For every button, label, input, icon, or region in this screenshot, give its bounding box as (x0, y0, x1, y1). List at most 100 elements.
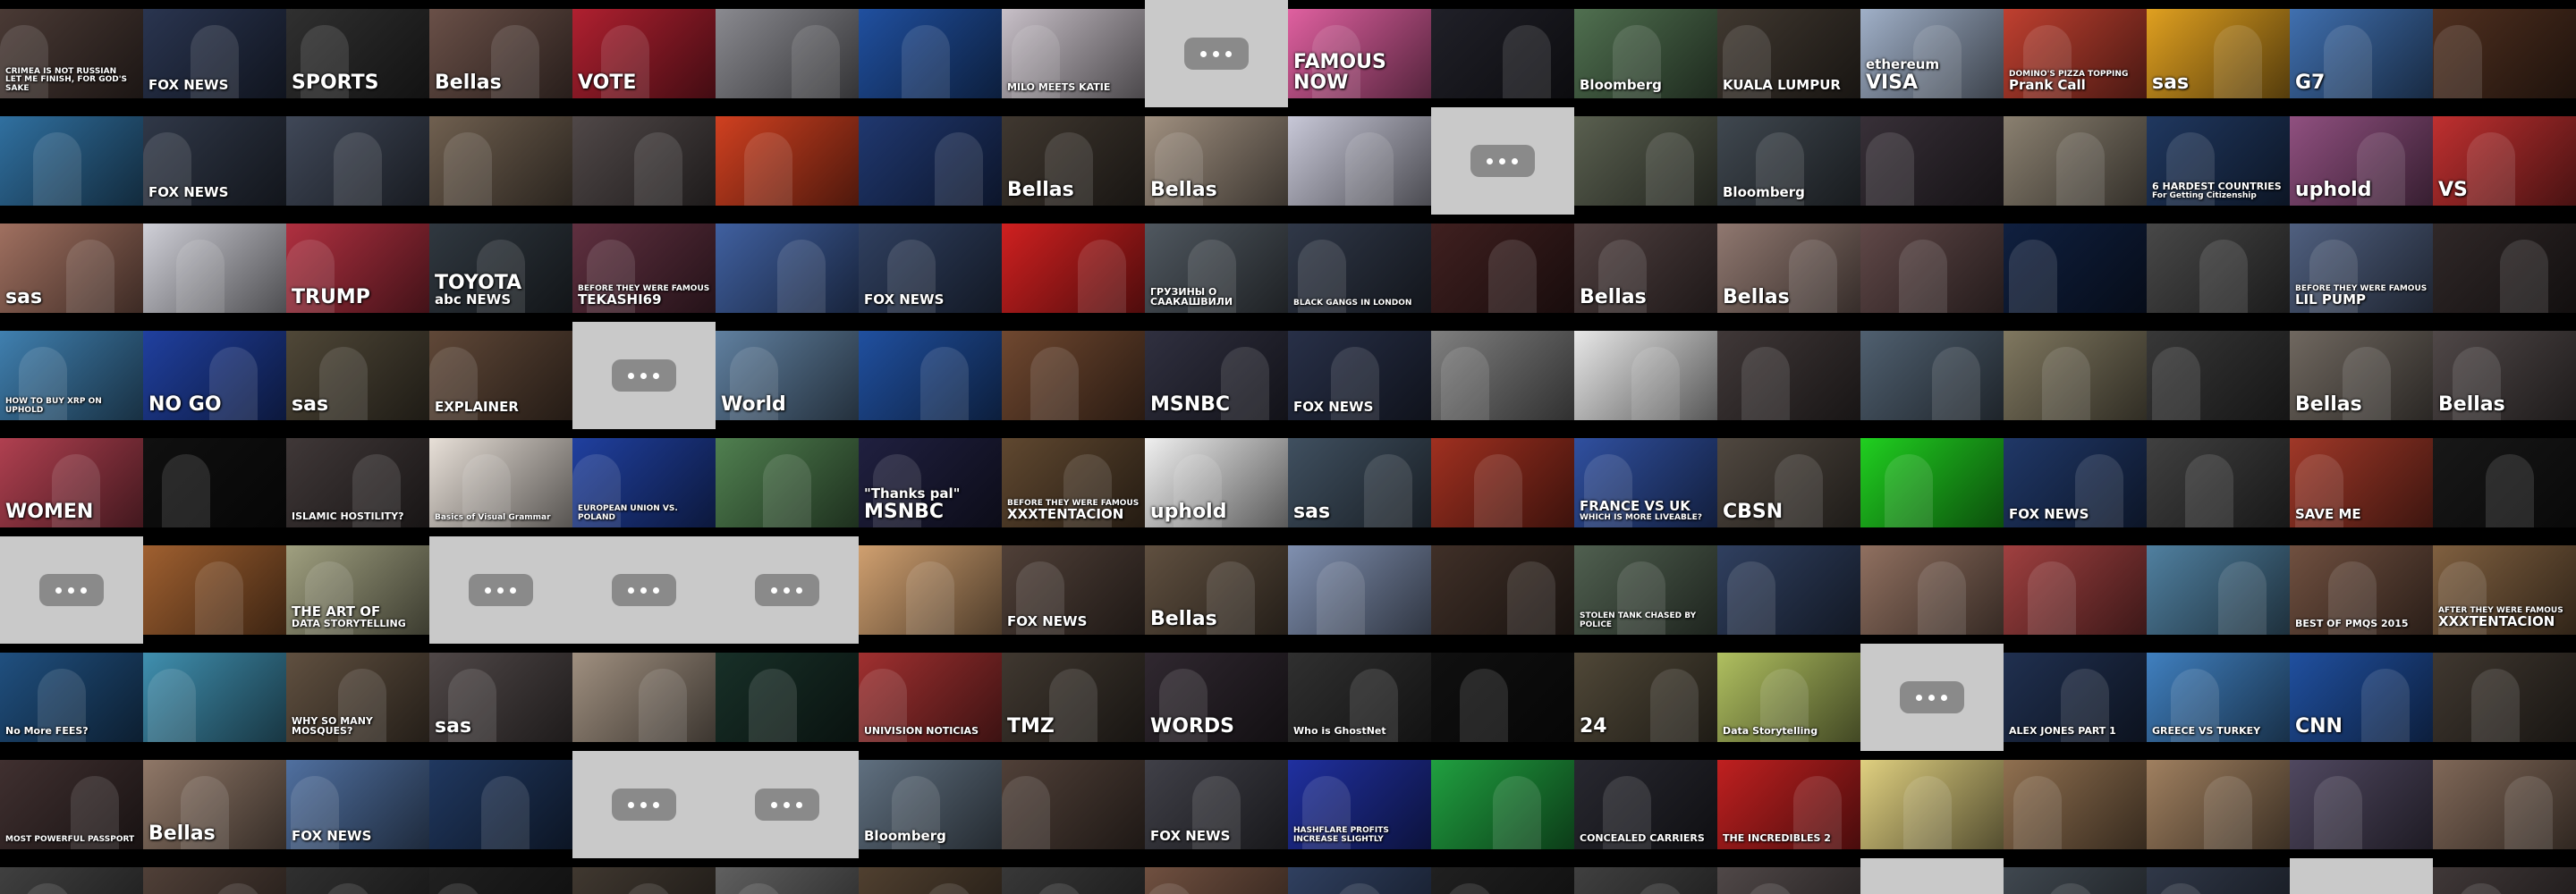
video-thumbnail[interactable]: ISLAMIC HOSTILITY? (286, 438, 429, 527)
video-thumbnail[interactable] (1431, 224, 1574, 313)
video-thumbnail[interactable] (1002, 760, 1145, 849)
video-thumbnail[interactable]: Data Storytelling (1717, 653, 1860, 742)
video-thumbnail[interactable] (1860, 545, 2004, 635)
video-thumbnail[interactable]: GREECE VS TURKEY (2147, 653, 2290, 742)
video-thumbnail[interactable] (1860, 760, 2004, 849)
video-thumbnail[interactable]: CHINA'S GEOGRAPHY (286, 867, 429, 894)
video-thumbnail[interactable]: BEFORE THEY WERE FAMOUS TEKASHI69 (572, 224, 716, 313)
video-thumbnail[interactable]: UNIVISION NOTICIAS (859, 653, 1002, 742)
video-thumbnail[interactable]: TOYOTA abc NEWS (429, 224, 572, 313)
video-thumbnail[interactable] (143, 867, 286, 894)
video-thumbnail[interactable]: FRANCE VS UK WHICH IS MORE LIVEABLE? (1574, 438, 1717, 527)
video-thumbnail[interactable]: FAMOUS NOW (1288, 9, 1431, 98)
video-thumbnail[interactable] (1431, 760, 1574, 849)
video-thumbnail[interactable]: BEST OF PMQS 2015 (2290, 545, 2433, 635)
video-thumbnail[interactable] (572, 653, 716, 742)
video-thumbnail[interactable]: AFTER THEY WERE FAMOUS XXXTENTACION (2433, 545, 2576, 635)
video-thumbnail[interactable]: BLACK GANGS IN LONDON (1288, 224, 1431, 313)
video-thumbnail[interactable]: WORDS (1145, 653, 1288, 742)
video-thumbnail[interactable] (1288, 116, 1431, 206)
video-thumbnail[interactable] (1860, 331, 2004, 420)
video-thumbnail[interactable]: sas (1288, 438, 1431, 527)
video-thumbnail[interactable]: No More FEES? (0, 653, 143, 742)
video-thumbnail[interactable]: CNN (2290, 653, 2433, 742)
video-thumbnail[interactable]: WHY SO MANY MOSQUES? (286, 653, 429, 742)
video-thumbnail[interactable] (1860, 116, 2004, 206)
video-thumbnail[interactable] (2433, 653, 2576, 742)
video-thumbnail[interactable]: sas (0, 224, 143, 313)
video-thumbnail[interactable]: sas (429, 653, 572, 742)
video-thumbnail[interactable] (1431, 545, 1574, 635)
video-thumbnail[interactable] (429, 760, 572, 849)
video-thumbnail[interactable] (286, 116, 429, 206)
video-thumbnail[interactable] (1574, 867, 1717, 894)
video-thumbnail[interactable] (2004, 760, 2147, 849)
video-thumbnail[interactable]: MOST POWERFUL PASSPORT (0, 760, 143, 849)
video-thumbnail[interactable]: uphold (2290, 116, 2433, 206)
video-thumbnail[interactable] (716, 653, 859, 742)
video-thumbnail[interactable]: TRUMP (286, 224, 429, 313)
video-thumbnail[interactable]: World (716, 331, 859, 420)
video-thumbnail[interactable]: ГРУЗИНЫ О СААКАШВИЛИ (1145, 224, 1288, 313)
video-thumbnail[interactable]: FOX NEWS (859, 224, 1002, 313)
video-thumbnail[interactable]: Bellas (1717, 224, 1860, 313)
video-thumbnail[interactable]: CBSN (1717, 438, 1860, 527)
video-thumbnail[interactable] (1717, 331, 1860, 420)
video-thumbnail[interactable] (1431, 653, 1574, 742)
video-thumbnail[interactable]: Bellas (1574, 224, 1717, 313)
video-thumbnail[interactable] (2004, 224, 2147, 313)
video-thumbnail[interactable] (2290, 760, 2433, 849)
video-thumbnail[interactable] (1431, 9, 1574, 98)
video-thumbnail[interactable]: FOX NEWS (1288, 331, 1431, 420)
video-thumbnail[interactable] (2433, 9, 2576, 98)
video-thumbnail[interactable] (716, 867, 859, 894)
video-thumbnail[interactable] (859, 867, 1002, 894)
video-thumbnail[interactable]: VOTE (572, 9, 716, 98)
video-thumbnail[interactable] (2004, 331, 2147, 420)
video-thumbnail[interactable]: MILO MEETS KATIE (1002, 9, 1145, 98)
video-thumbnail[interactable] (859, 545, 1002, 635)
video-thumbnail[interactable]: CRIMEA IS NOT RUSSIAN LET ME FINISH, FOR … (0, 9, 143, 98)
video-thumbnail[interactable] (716, 9, 859, 98)
video-thumbnail[interactable] (572, 867, 716, 894)
video-thumbnail[interactable] (1860, 438, 2004, 527)
video-thumbnail[interactable] (2004, 867, 2147, 894)
video-thumbnail[interactable] (143, 438, 286, 527)
video-thumbnail[interactable]: sas (2147, 9, 2290, 98)
video-thumbnail[interactable]: TMZ (1002, 653, 1145, 742)
video-thumbnail[interactable]: Basics of Visual Grammar (429, 438, 572, 527)
video-thumbnail[interactable] (2147, 224, 2290, 313)
video-thumbnail[interactable] (1002, 331, 1145, 420)
video-thumbnail[interactable]: THE ART OF DATA STORYTELLING (286, 545, 429, 635)
video-thumbnail[interactable] (2004, 116, 2147, 206)
video-thumbnail[interactable]: KUALA LUMPUR (1717, 9, 1860, 98)
video-thumbnail[interactable] (0, 867, 143, 894)
video-thumbnail[interactable] (2147, 438, 2290, 527)
video-thumbnail[interactable] (2004, 545, 2147, 635)
video-thumbnail[interactable] (2433, 438, 2576, 527)
video-thumbnail[interactable] (2147, 760, 2290, 849)
video-thumbnail[interactable]: Bloomberg (1717, 116, 1860, 206)
video-thumbnail[interactable]: Who is GhostNet (1288, 653, 1431, 742)
video-thumbnail[interactable] (1288, 867, 1431, 894)
video-thumbnail[interactable] (1431, 867, 1574, 894)
video-thumbnail[interactable] (716, 116, 859, 206)
video-thumbnail[interactable] (429, 116, 572, 206)
video-thumbnail[interactable]: Bellas (1145, 116, 1288, 206)
video-thumbnail[interactable] (2433, 867, 2576, 894)
video-thumbnail[interactable]: FOX NEWS (143, 116, 286, 206)
video-thumbnail[interactable]: FOX NEWS (2004, 438, 2147, 527)
video-thumbnail[interactable]: BEFORE THEY WERE FAMOUS XXXTENTACION (1002, 438, 1145, 527)
video-thumbnail[interactable]: Bloomberg (1574, 9, 1717, 98)
video-thumbnail[interactable] (2147, 867, 2290, 894)
video-thumbnail[interactable]: FOX NEWS (286, 760, 429, 849)
video-thumbnail[interactable] (716, 438, 859, 527)
video-thumbnail[interactable] (2147, 331, 2290, 420)
video-thumbnail[interactable]: Bellas (143, 760, 286, 849)
video-thumbnail[interactable]: HASHFLARE PROFITS INCREASE SLIGHTLY (1288, 760, 1431, 849)
video-thumbnail[interactable] (1860, 224, 2004, 313)
video-thumbnail[interactable]: Bellas (1145, 545, 1288, 635)
video-thumbnail[interactable] (716, 224, 859, 313)
video-thumbnail[interactable]: Bellas (429, 9, 572, 98)
video-thumbnail[interactable] (1431, 331, 1574, 420)
